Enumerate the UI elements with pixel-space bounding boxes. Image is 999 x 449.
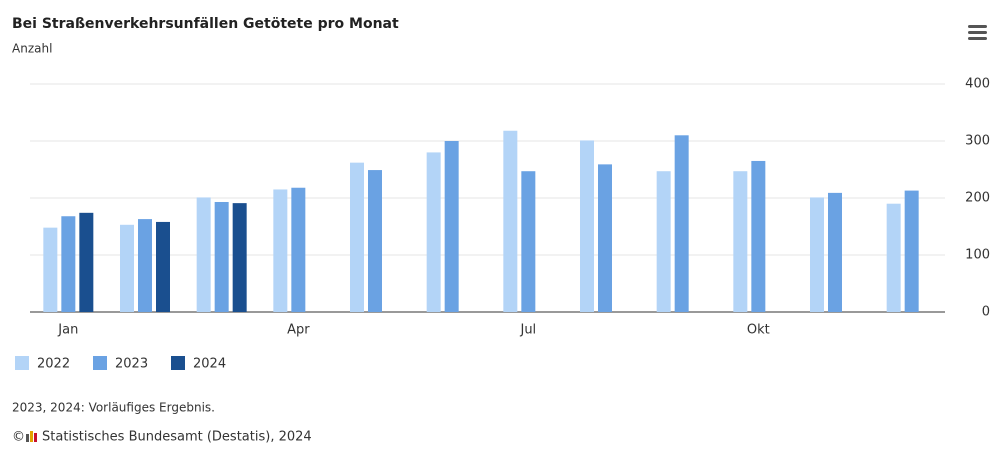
legend-swatch [93,356,107,370]
credits: Statistisches Bundesamt (Destatis), 2024 [42,430,312,445]
bar [828,192,842,312]
bar [156,221,170,312]
bar [273,189,288,312]
bar [733,171,748,312]
chart-title: Bei Straßenverkehrsunfällen Getötete pro… [12,16,399,32]
x-tick-label: Jul [519,323,536,338]
legend-label: 2022 [37,357,70,372]
bar [598,164,612,312]
legend-swatch [15,356,29,370]
bar [61,216,76,312]
y-tick-label: 100 [965,248,990,263]
bar [291,187,306,312]
bar [751,160,766,312]
y-tick-label: 300 [965,134,990,149]
bar [350,162,364,312]
chart-subtitle: Anzahl [12,42,52,56]
note: 2023, 2024: Vorläufiges Ergebnis. [12,401,215,415]
y-tick-label: 0 [982,305,990,320]
bar [120,224,134,312]
bar [656,171,671,312]
bar [196,197,211,312]
bar [214,201,229,312]
legend-label: 2023 [115,357,148,372]
bar [426,152,441,312]
menu-button[interactable] [968,25,987,40]
bar [886,203,901,312]
bar [232,203,247,312]
y-tick-label: 400 [965,77,990,92]
bar [503,130,518,312]
bar [368,170,382,312]
logo [26,431,37,442]
legend-label: 2024 [193,357,226,372]
bar [521,171,536,312]
bar [904,190,919,312]
bar [138,219,152,312]
x-tick-label: Okt [747,323,770,338]
bar [580,140,594,312]
bar [444,141,459,312]
bar [43,227,58,312]
x-tick-label: Jan [57,323,78,338]
legend-swatch [171,356,185,370]
x-tick-label: Apr [287,323,310,338]
copyright: © [12,430,25,445]
bar [674,135,689,312]
bar [79,212,94,312]
bar [810,197,824,312]
y-tick-label: 200 [965,191,990,206]
